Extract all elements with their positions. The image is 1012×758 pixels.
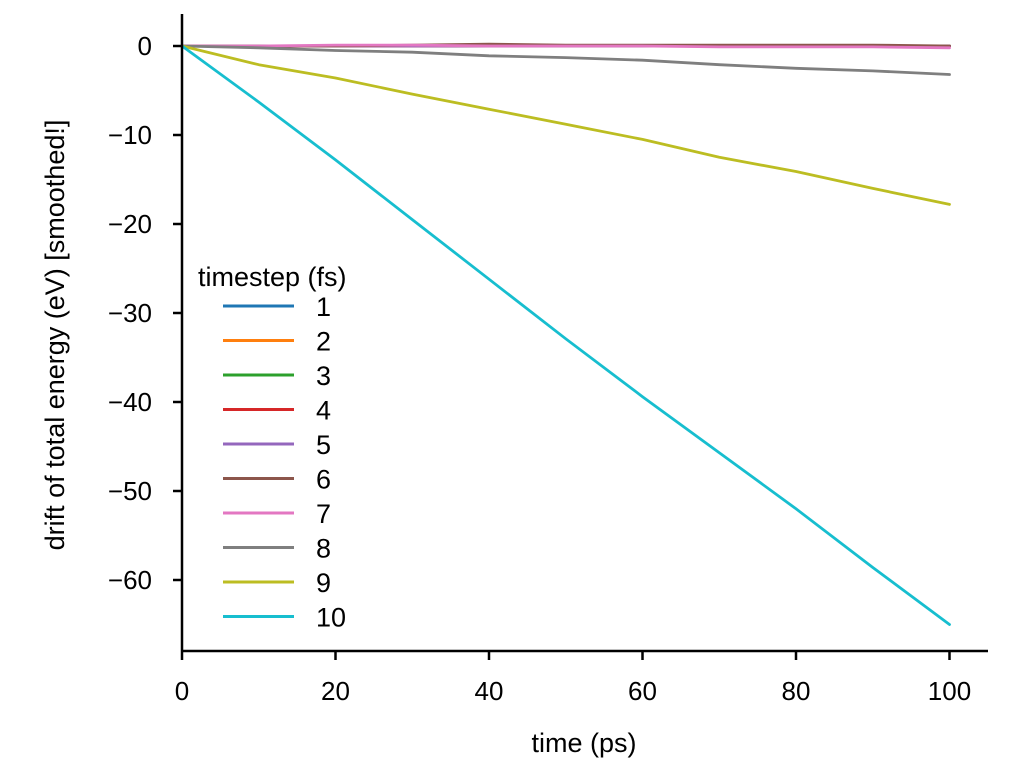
legend-items: 1 2 3 4 5 6 7 8 9 10 xyxy=(223,292,346,633)
y-tick-label: −60 xyxy=(108,565,152,595)
y-ticks: 0 −10 −20 −30 −40 −50 −60 xyxy=(108,31,182,595)
y-tick-label: −20 xyxy=(108,209,152,239)
legend-label-5: 5 xyxy=(316,430,331,460)
x-tick-label: 20 xyxy=(321,676,350,706)
y-tick-label: −40 xyxy=(108,387,152,417)
legend-label-3: 3 xyxy=(316,361,331,391)
x-ticks: 0 20 40 60 80 100 xyxy=(175,651,971,706)
legend-label-2: 2 xyxy=(316,327,331,357)
series-layer xyxy=(180,42,951,626)
legend-label-9: 9 xyxy=(316,568,331,598)
legend-label-8: 8 xyxy=(316,534,331,564)
legend: timestep (fs) 1 2 3 4 5 6 7 8 9 10 xyxy=(198,262,347,633)
series-line-7 xyxy=(180,43,951,50)
x-tick-label: 100 xyxy=(928,676,971,706)
legend-label-7: 7 xyxy=(316,499,331,529)
series-line-10 xyxy=(180,44,951,626)
series-line-9 xyxy=(180,44,951,206)
x-tick-label: 0 xyxy=(175,676,189,706)
legend-label-1: 1 xyxy=(316,292,331,322)
y-tick-label: 0 xyxy=(138,31,152,61)
series-line-8 xyxy=(180,44,951,76)
y-tick-label: −30 xyxy=(108,298,152,328)
x-tick-label: 60 xyxy=(628,676,657,706)
x-tick-label: 80 xyxy=(782,676,811,706)
y-tick-label: −50 xyxy=(108,476,152,506)
legend-label-6: 6 xyxy=(316,465,331,495)
x-tick-label: 40 xyxy=(475,676,504,706)
y-axis-label: drift of total energy (eV) [smoothed!] xyxy=(40,120,70,551)
x-axis-label: time (ps) xyxy=(531,728,636,758)
legend-label-4: 4 xyxy=(316,396,331,426)
y-tick-label: −10 xyxy=(108,120,152,150)
legend-title: timestep (fs) xyxy=(198,262,347,292)
legend-label-10: 10 xyxy=(316,603,346,633)
